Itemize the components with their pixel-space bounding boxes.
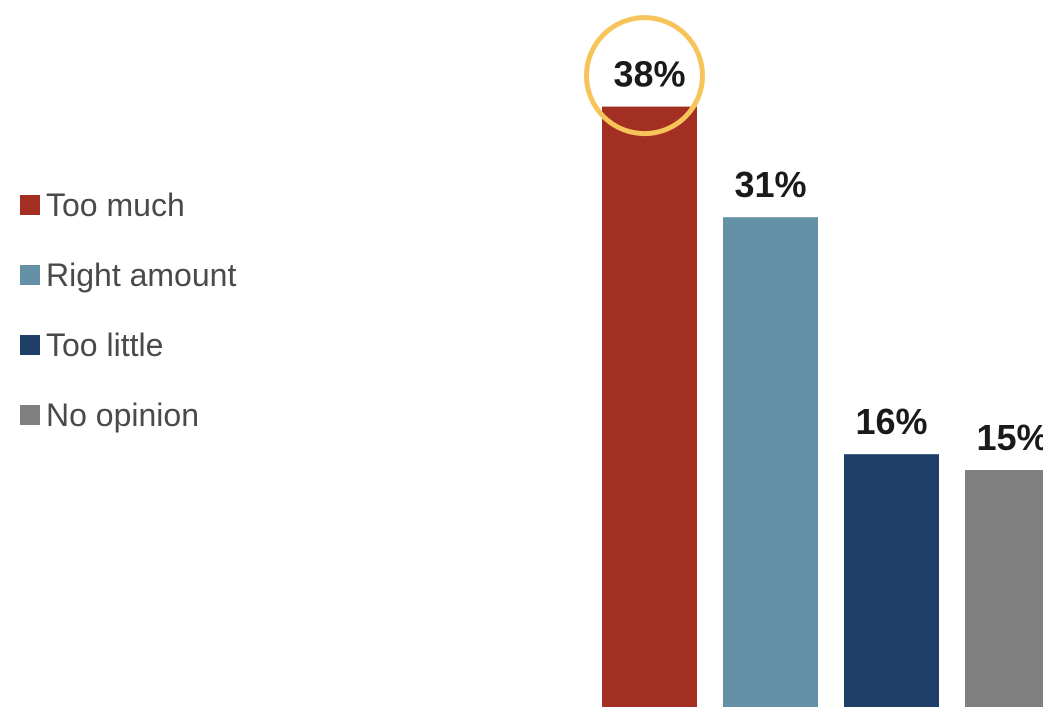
data-label-right-amount: 31%: [734, 164, 806, 205]
legend-item-too-little: Too little: [20, 310, 236, 380]
legend-swatch-too-much: [20, 195, 40, 215]
data-label-too-little: 16%: [855, 401, 927, 442]
data-label-too-much: 38%: [613, 54, 685, 95]
legend-item-right-amount: Right amount: [20, 240, 236, 310]
legend-swatch-no-opinion: [20, 405, 40, 425]
highlight-circle: [584, 15, 705, 137]
bar-no-opinion: [965, 470, 1043, 707]
bar-too-much: [602, 106, 697, 707]
legend-label-too-little: Too little: [46, 326, 164, 363]
legend-label-right-amount: Right amount: [46, 256, 237, 293]
legend-item-no-opinion: No opinion: [20, 380, 236, 450]
legend-swatch-too-little: [20, 335, 40, 355]
legend-item-too-much: Too much: [20, 170, 236, 240]
legend: Too much Right amount Too little No opin…: [20, 170, 236, 450]
legend-label-too-much: Too much: [46, 186, 185, 223]
bar-right-amount: [723, 217, 818, 707]
bar-too-little: [844, 454, 939, 707]
legend-label-no-opinion: No opinion: [46, 396, 199, 433]
legend-swatch-right-amount: [20, 265, 40, 285]
data-label-no-opinion: 15%: [976, 417, 1043, 458]
